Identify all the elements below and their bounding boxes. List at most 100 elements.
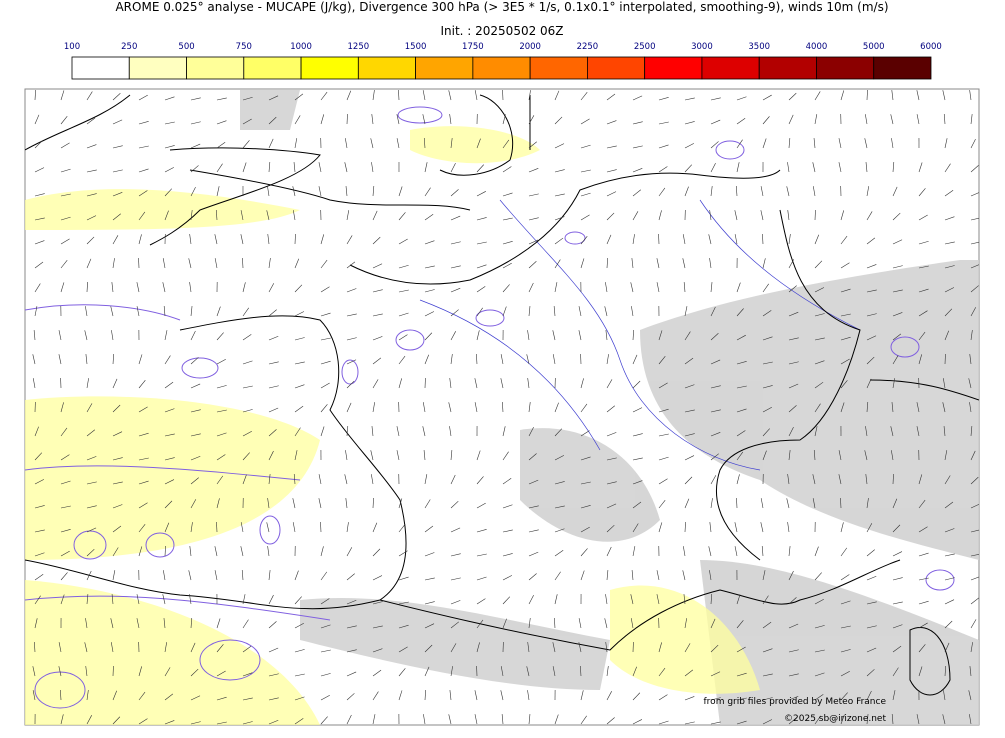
wind-barb bbox=[631, 258, 634, 269]
wind-barb bbox=[372, 714, 376, 725]
wind-barbs bbox=[32, 89, 979, 725]
wind-barb bbox=[346, 599, 357, 605]
wind-barb bbox=[840, 692, 848, 701]
wind-barb bbox=[709, 258, 712, 269]
wind-barb bbox=[450, 287, 461, 293]
wind-barb bbox=[918, 331, 926, 341]
wind-barb bbox=[970, 114, 973, 125]
rivers bbox=[419, 199, 861, 471]
colorbar-label: 1250 bbox=[348, 42, 370, 52]
wind-barb bbox=[398, 89, 400, 101]
wind-barb bbox=[891, 138, 894, 149]
wind-barb bbox=[918, 188, 926, 197]
wind-barb bbox=[294, 718, 304, 725]
wind-barb bbox=[372, 336, 383, 341]
wind-barb bbox=[580, 690, 584, 701]
wind-barb bbox=[320, 694, 330, 701]
wind-barb bbox=[580, 430, 590, 437]
wind-barb bbox=[632, 189, 641, 197]
wind-barb bbox=[216, 97, 227, 101]
wind-barb bbox=[190, 433, 201, 437]
wind-barb bbox=[34, 426, 39, 437]
credit-copyright: ©2025 sb@irizone.net bbox=[784, 714, 886, 724]
wind-barb bbox=[136, 618, 140, 629]
wind-barb bbox=[85, 306, 88, 317]
wind-barb bbox=[604, 306, 608, 317]
wind-barb bbox=[734, 210, 738, 221]
wind-barb bbox=[164, 479, 175, 485]
wind-barb bbox=[242, 721, 253, 725]
wind-barb bbox=[294, 427, 301, 437]
wind-barb bbox=[346, 261, 356, 269]
wind-barb bbox=[112, 378, 118, 389]
wind-barb bbox=[450, 577, 461, 581]
wind-barb bbox=[710, 644, 719, 653]
wind-barb bbox=[474, 90, 478, 101]
wind-barb bbox=[734, 546, 738, 557]
wind-barb bbox=[892, 265, 903, 269]
wind-barb bbox=[450, 265, 461, 269]
wind-barb bbox=[942, 714, 946, 725]
wind-barb bbox=[85, 666, 88, 677]
wind-barb bbox=[944, 330, 950, 341]
wind-barb bbox=[474, 714, 478, 725]
wind-barb bbox=[346, 288, 357, 293]
wind-barb bbox=[449, 114, 452, 125]
wind-barb bbox=[656, 570, 660, 581]
wind-barb bbox=[762, 361, 773, 365]
wind-barb bbox=[346, 235, 353, 245]
wind-barb bbox=[294, 405, 304, 413]
wind-barb bbox=[814, 381, 824, 389]
wind-barb bbox=[526, 666, 530, 677]
wind-barb bbox=[736, 162, 740, 173]
wind-barb bbox=[760, 498, 764, 509]
wind-barb bbox=[760, 210, 764, 221]
wind-barb bbox=[346, 671, 357, 677]
wind-barb bbox=[320, 649, 331, 653]
wind-barb bbox=[86, 91, 93, 101]
wind-barb bbox=[396, 426, 400, 437]
wind-barb bbox=[580, 144, 591, 149]
wind-barb bbox=[866, 625, 877, 629]
wind-barb bbox=[502, 618, 507, 629]
wind-barb bbox=[242, 282, 246, 293]
wind-barb bbox=[216, 358, 226, 365]
wind-barb bbox=[242, 619, 249, 629]
wind-barb bbox=[736, 620, 744, 629]
wind-barb bbox=[762, 234, 764, 245]
wind-barb bbox=[268, 570, 271, 581]
wind-barb bbox=[970, 241, 979, 245]
wind-barb bbox=[320, 546, 324, 557]
wind-barb bbox=[214, 546, 218, 557]
wind-barb bbox=[398, 355, 406, 365]
colorbar-box bbox=[529, 56, 588, 80]
wind-barb bbox=[580, 91, 588, 101]
wind-barb bbox=[500, 378, 504, 389]
wind-barb bbox=[658, 433, 669, 437]
wind-barb bbox=[866, 498, 869, 509]
wind-barb bbox=[162, 258, 166, 269]
wind-barb bbox=[346, 402, 352, 413]
wind-barb bbox=[34, 261, 44, 269]
wind-barb bbox=[890, 114, 894, 125]
wind-barb bbox=[656, 258, 660, 269]
wind-barb bbox=[840, 358, 850, 365]
wind-barb bbox=[580, 403, 588, 413]
wind-barb bbox=[216, 409, 227, 413]
wind-barb bbox=[606, 258, 608, 269]
wind-barb bbox=[969, 90, 972, 101]
wind-barb bbox=[632, 433, 643, 437]
wind-barb bbox=[683, 594, 686, 605]
wind-barb bbox=[814, 649, 825, 653]
wind-barb bbox=[866, 523, 873, 533]
wind-barb bbox=[86, 378, 89, 389]
wind-barb bbox=[164, 522, 170, 533]
wind-barb bbox=[344, 474, 348, 485]
wind-barb bbox=[528, 168, 539, 173]
wind-barb bbox=[502, 478, 512, 485]
colorbar-label: 750 bbox=[236, 42, 252, 52]
wind-barb bbox=[812, 186, 816, 197]
wind-barb bbox=[554, 455, 565, 461]
wind-barb bbox=[552, 330, 556, 341]
wind-barb bbox=[450, 354, 453, 365]
